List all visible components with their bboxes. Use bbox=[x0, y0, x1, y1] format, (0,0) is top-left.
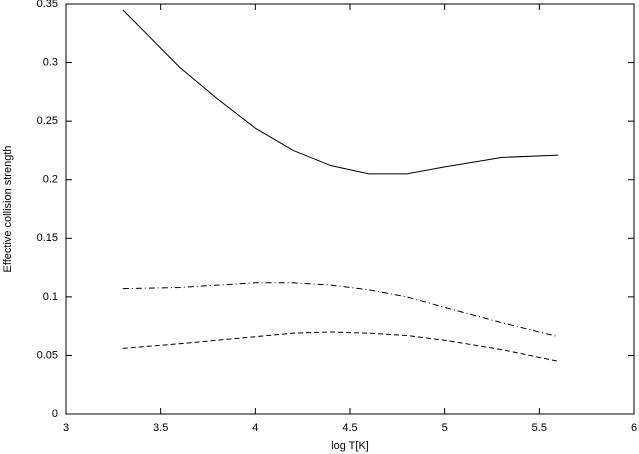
y-tick-label: 0.25 bbox=[37, 115, 58, 127]
y-tick-label: 0.3 bbox=[43, 56, 58, 68]
series-line bbox=[122, 282, 559, 338]
series-line bbox=[122, 331, 559, 362]
x-axis-label: log T[K] bbox=[331, 440, 369, 452]
y-tick-label: 0.05 bbox=[37, 349, 58, 361]
y-tick-label: 0.15 bbox=[37, 232, 58, 244]
x-tick-label: 5 bbox=[442, 422, 448, 434]
y-tick-label: 0.1 bbox=[43, 291, 58, 303]
x-tick-label: 5.5 bbox=[532, 422, 547, 434]
series-line bbox=[122, 9, 559, 175]
x-tick-label: 4 bbox=[252, 422, 258, 434]
y-tick-label: 0.35 bbox=[37, 0, 58, 10]
x-tick-label: 6 bbox=[631, 422, 637, 434]
y-tick-label: 0 bbox=[52, 408, 58, 420]
x-tick-label: 3.5 bbox=[153, 422, 168, 434]
y-axis-label: Effective collision strength bbox=[2, 146, 14, 273]
y-tick-label: 0.2 bbox=[43, 174, 58, 186]
x-tick-label: 4.5 bbox=[342, 422, 357, 434]
x-tick-label: 3 bbox=[63, 422, 69, 434]
plot-frame bbox=[65, 3, 635, 415]
